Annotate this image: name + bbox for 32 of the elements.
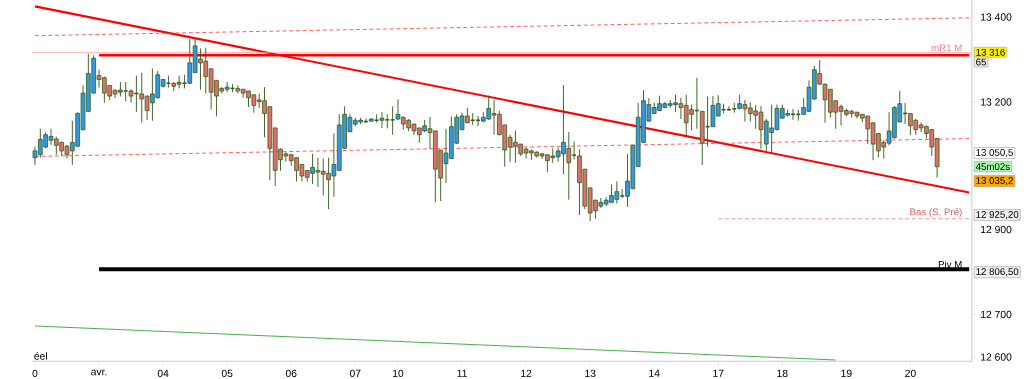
x-tick-label: 14	[649, 369, 660, 377]
x-tick-label: 12	[521, 369, 532, 378]
x-tick-label: 13	[585, 369, 596, 378]
y-tick-label: 12 900	[981, 226, 1012, 234]
text: 13 035,2	[976, 177, 1013, 186]
x-tick-label: avr.	[91, 369, 107, 376]
x-tick-label: 19	[841, 369, 852, 378]
series-label: Bas (S, Pré)	[910, 208, 962, 218]
x-tick-label: 10	[393, 369, 404, 378]
text: 45m02s	[975, 163, 1010, 171]
series-label: Piv M	[938, 260, 962, 268]
text: 65	[976, 58, 986, 66]
y-tick-label: 13 200	[981, 98, 1012, 106]
x-tick-label: 06	[285, 369, 297, 378]
y-tick-label: 13 400	[981, 13, 1012, 21]
y-tick-label: 12 600	[981, 353, 1012, 361]
x-tick-label: 07	[349, 369, 361, 378]
text: 13 316	[976, 49, 1005, 56]
x-tick-label: 11	[457, 369, 467, 377]
x-tick-label: 17	[713, 369, 724, 377]
y-tick-label: 12 700	[981, 311, 1012, 319]
text: 12 925,20	[976, 211, 1019, 220]
x-tick-label: 04	[157, 369, 169, 378]
x-tick-label: 20	[905, 369, 916, 378]
annotation: éel	[34, 352, 47, 360]
candlestick	[379, 111, 385, 129]
x-tick-label: 18	[777, 369, 788, 378]
ref-line-label: mR1 M	[931, 44, 962, 52]
x-tick-label: 0	[32, 369, 38, 378]
x-tick-label: 05	[221, 369, 233, 378]
text: 12 806,50	[976, 268, 1019, 277]
text: 13 050,5	[976, 149, 1013, 158]
